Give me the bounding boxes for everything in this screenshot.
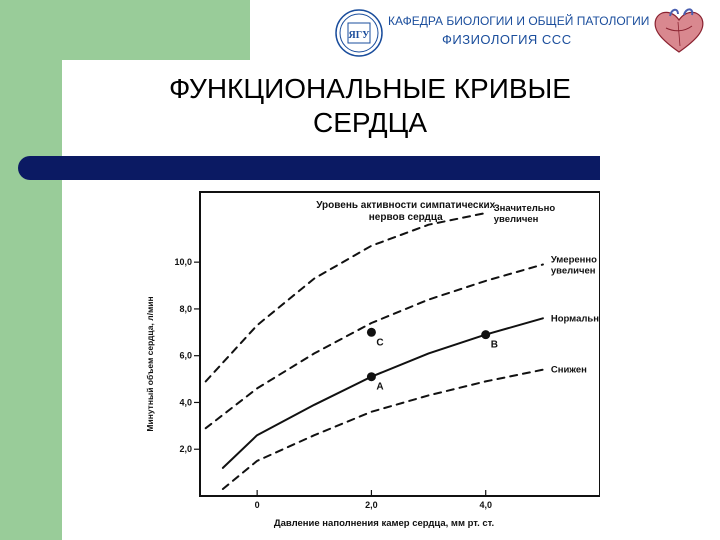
operating-point-label: B bbox=[491, 340, 498, 351]
series-label: Умеренно bbox=[551, 254, 597, 265]
slide-title: ФУНКЦИОНАЛЬНЫЕ КРИВЫЕ СЕРДЦА bbox=[100, 72, 640, 140]
operating-point bbox=[366, 327, 376, 337]
heart-illustration-icon bbox=[654, 8, 704, 53]
content-card bbox=[62, 60, 720, 540]
series-line bbox=[204, 263, 544, 430]
legend-title-line1: Уровень активности симпатических bbox=[316, 200, 495, 211]
plot-frame bbox=[199, 191, 600, 497]
y-tick-label: 6,0 bbox=[179, 351, 192, 361]
x-tick-label: 0 bbox=[255, 500, 260, 510]
logo-text: ЯГУ bbox=[349, 30, 371, 41]
series-line bbox=[204, 212, 487, 383]
course-name: ФИЗИОЛОГИЯ ССС bbox=[442, 32, 572, 47]
legend-title-line2: нервов сердца bbox=[369, 212, 443, 223]
x-axis-label: Давление наполнения камер сердца, мм рт.… bbox=[274, 518, 494, 529]
y-tick-label: 10,0 bbox=[174, 257, 192, 267]
operating-point bbox=[366, 372, 376, 382]
y-axis-label: Минутный объем сердца, л/мин bbox=[145, 296, 155, 431]
y-tick-label: 8,0 bbox=[179, 304, 192, 314]
operating-point bbox=[481, 330, 491, 340]
department-name: КАФЕДРА БИОЛОГИИ И ОБЩЕЙ ПАТОЛОГИИ bbox=[388, 14, 650, 28]
series-label: увеличен bbox=[494, 214, 539, 225]
y-tick-label: 2,0 bbox=[179, 444, 192, 454]
slide-title-line2: СЕРДЦА bbox=[312, 107, 428, 138]
title-divider-bar bbox=[18, 156, 600, 180]
series-label: Значительно bbox=[494, 203, 556, 214]
operating-point-label: C bbox=[376, 337, 383, 348]
left-green-band bbox=[0, 0, 62, 540]
cardiac-function-chart: 2,0 4,0 6,0 8,0 10,0 0 2,0 4,0 Давление наполнен… bbox=[145, 191, 600, 529]
slide-title-line1: ФУНКЦИОНАЛЬНЫЕ КРИВЫЕ bbox=[169, 73, 571, 104]
top-green-band bbox=[0, 0, 250, 60]
x-tick-label: 4,0 bbox=[479, 500, 492, 510]
series-label: Нормальный bbox=[551, 313, 600, 324]
series-line bbox=[221, 368, 544, 490]
operating-point-label: A bbox=[376, 382, 383, 393]
x-tick-label: 2,0 bbox=[365, 500, 378, 510]
series-label: Снижен bbox=[551, 365, 587, 376]
y-tick-label: 4,0 bbox=[179, 397, 192, 407]
series-label: увеличен bbox=[551, 265, 596, 276]
university-logo-icon: ЯГУ bbox=[335, 9, 383, 57]
